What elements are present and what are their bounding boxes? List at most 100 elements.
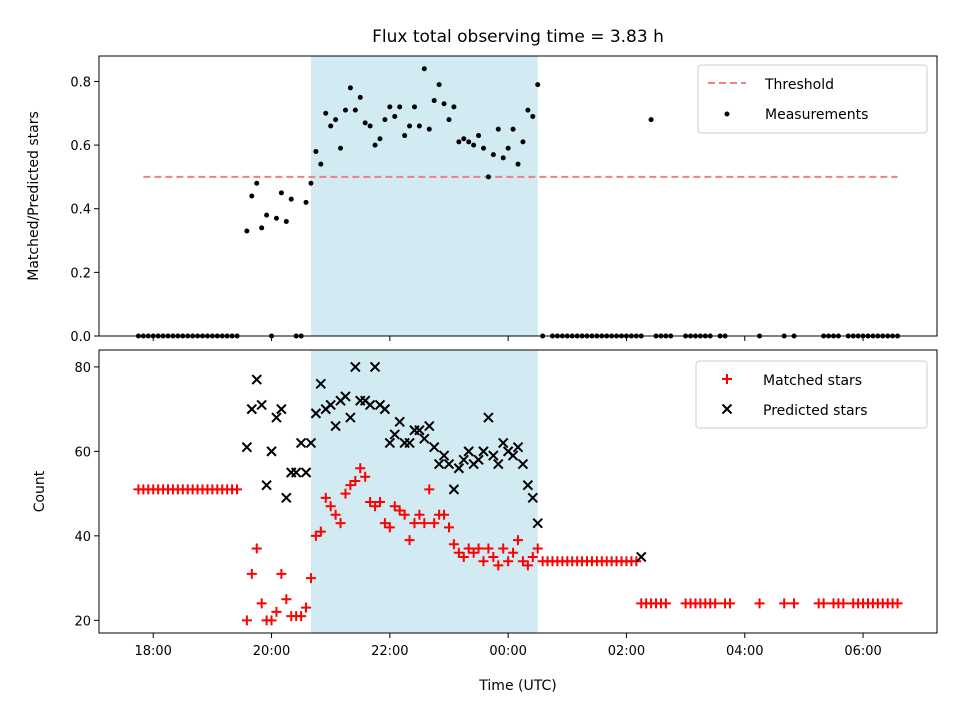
measurement-point: [461, 136, 467, 142]
matched-star-point: [404, 535, 415, 546]
predicted-star-point: [419, 433, 430, 444]
top-y-axis-label: Matched/Predicted stars: [26, 111, 42, 281]
matched-star-point: [789, 598, 800, 609]
measurement-point: [495, 126, 501, 132]
matched-star-point: [246, 568, 257, 579]
measurement-point: [525, 107, 531, 113]
predicted-star-point: [404, 437, 415, 449]
matched-star-point: [503, 556, 514, 567]
predicted-star-point: [256, 399, 267, 411]
predicted-star-point: [483, 412, 494, 423]
measurement-point: [520, 139, 526, 145]
measurement-point: [372, 142, 378, 148]
predicted-star-point: [438, 450, 450, 461]
matched-star-point: [710, 598, 721, 609]
matched-star-point: [429, 518, 440, 529]
matched-star-point: [355, 463, 366, 474]
top-y-tick-label: 0.4: [70, 203, 91, 218]
predicted-star-point: [498, 437, 509, 449]
measurement-point: [480, 145, 486, 151]
predicted-star-point: [290, 467, 302, 478]
predicted-star-point: [330, 420, 341, 432]
bottom-observing-window-shade: [310, 350, 538, 633]
top-legend: Threshold Measurements: [697, 64, 928, 134]
matched-star-point: [276, 568, 287, 579]
matched-star-point: [631, 556, 642, 567]
measurement-point: [333, 117, 339, 123]
measurement-point: [456, 139, 462, 145]
predicted-star-point: [310, 408, 322, 419]
measurement-point: [515, 161, 521, 167]
matched-star-point: [838, 598, 849, 609]
matched-star-point: [335, 518, 346, 529]
matched-stars-series: [133, 463, 903, 626]
measurement-point: [476, 133, 482, 139]
matched-star-point: [301, 602, 312, 613]
matched-star-point: [818, 598, 829, 609]
measurement-point: [535, 82, 541, 88]
predicted-star-point: [428, 441, 440, 453]
matched-star-point: [493, 560, 504, 571]
measurement-point: [347, 85, 353, 91]
predicted-star-point: [532, 517, 543, 529]
x-tick-label: 04:00: [726, 644, 763, 659]
matched-star-point: [892, 598, 903, 609]
predicted-star-point: [507, 450, 519, 461]
bottom-axis: 20 40 60 80 18:00 20:00 22:00 00:00 02:00 04:00 06…: [74, 361, 881, 659]
matched-star-point: [241, 615, 252, 626]
matched-star-point: [488, 551, 499, 562]
measurement-point: [278, 190, 284, 196]
predicted-star-point: [389, 429, 400, 440]
legend-measurements-swatch: [724, 111, 730, 117]
predicted-star-point: [241, 441, 253, 453]
measurement-point: [264, 212, 270, 218]
matched-star-point: [448, 539, 459, 550]
predicted-star-point: [246, 403, 258, 415]
legend-predicted-swatch: [721, 403, 733, 415]
predicted-star-point: [512, 441, 524, 453]
predicted-star-point: [281, 492, 292, 504]
matched-star-point: [498, 543, 509, 554]
bottom-y-tick-label: 80: [74, 361, 91, 376]
predicted-star-point: [443, 458, 455, 470]
x-axis-label: Time (UTC): [478, 678, 556, 694]
predicted-star-point: [251, 374, 262, 385]
measurement-point: [244, 228, 250, 234]
matched-star-point: [266, 615, 277, 626]
predicted-star-point: [384, 437, 396, 449]
matched-star-point: [660, 598, 671, 609]
top-y-tick-label: 0.8: [70, 75, 91, 90]
predicted-star-point: [271, 412, 282, 423]
predicted-star-point: [522, 479, 534, 491]
measurement-point: [273, 215, 279, 221]
measurement-point: [288, 196, 294, 202]
predicted-star-point: [379, 403, 391, 415]
predicted-star-point: [295, 437, 307, 449]
measurement-point: [446, 117, 452, 123]
bottom-y-axis-label: Count: [32, 470, 48, 512]
measurement-point: [249, 193, 255, 199]
measurement-point: [283, 218, 289, 224]
predicted-star-point: [453, 463, 465, 474]
matched-star-point: [527, 551, 538, 562]
matched-star-point: [315, 526, 326, 537]
matched-star-point: [296, 611, 307, 622]
matched-star-point: [360, 471, 371, 482]
measurement-point: [387, 104, 393, 110]
measurement-point: [466, 139, 472, 145]
measurement-point: [421, 66, 427, 72]
top-legend-box: [697, 64, 928, 134]
bottom-y-tick-label: 60: [74, 445, 91, 460]
measurement-point: [471, 142, 477, 148]
measurement-point: [318, 161, 324, 167]
matched-star-point: [419, 518, 430, 529]
chart-title: Flux total observing time = 3.83 h: [372, 27, 664, 47]
measurement-point: [259, 225, 265, 231]
legend-threshold-label: Threshold: [764, 77, 834, 93]
matched-star-point: [399, 509, 410, 520]
measurement-point: [530, 113, 536, 119]
predicted-star-point: [300, 467, 312, 478]
legend-measurements-label: Measurements: [765, 107, 868, 123]
predicted-star-point: [350, 361, 361, 373]
